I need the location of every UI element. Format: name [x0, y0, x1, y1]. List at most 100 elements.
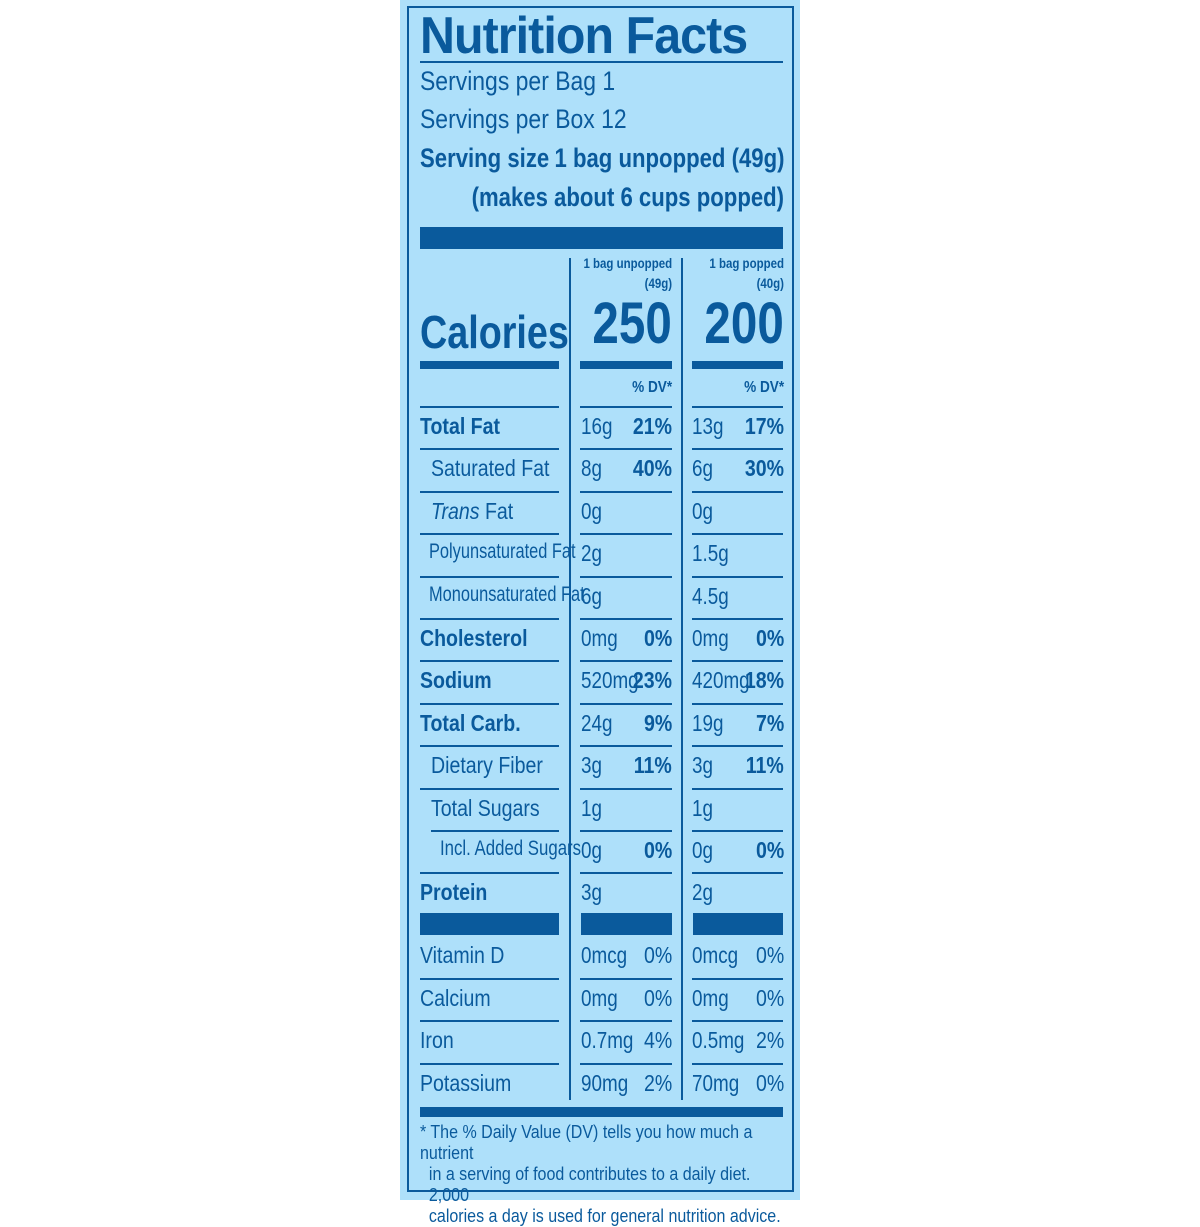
- column-divider-2: [681, 258, 683, 1100]
- nutrient-name: Total Carb.: [420, 710, 521, 736]
- dv-popped: 0%: [755, 625, 784, 651]
- amount-unpopped: 3g: [581, 752, 602, 778]
- row-divider-popped: [692, 1020, 783, 1022]
- row-divider-label: [420, 660, 559, 662]
- dv-popped: 17%: [744, 413, 784, 439]
- amount-unpopped: 0mg: [581, 985, 618, 1011]
- nutrient-name: Sodium: [420, 667, 492, 693]
- row-divider-label: [420, 491, 559, 493]
- row-divider-popped: [692, 703, 783, 705]
- thick-bar-bottom: [420, 1107, 783, 1117]
- dv-unpopped: 21%: [632, 413, 672, 439]
- dv-unpopped: 2%: [643, 1070, 672, 1096]
- nutrient-name: Monounsaturated Fat: [429, 583, 585, 606]
- amount-unpopped: 90mg: [581, 1070, 629, 1096]
- nutrient-name: Saturated Fat: [431, 455, 550, 481]
- row-divider-label: [420, 745, 559, 747]
- amount-unpopped: 0g: [581, 837, 602, 863]
- row-divider-popped: [692, 533, 783, 535]
- dv-header-popped: % DV*: [743, 379, 784, 396]
- dv-unpopped: 9%: [643, 710, 672, 736]
- servings-per-bag: Servings per Bag 1: [420, 66, 616, 96]
- amount-unpopped: 0mcg: [581, 942, 628, 968]
- row-divider-unpopped: [580, 448, 672, 450]
- row-divider-popped: [692, 1063, 783, 1065]
- row-divider-unpopped: [580, 576, 672, 578]
- nutrient-name: Trans Fat: [431, 498, 514, 524]
- calories-label: Calories: [420, 306, 569, 358]
- servings-per-box: Servings per Box 12: [420, 104, 627, 134]
- dv-unpopped: 0%: [643, 625, 672, 651]
- serving-size-value: 1 bag unpopped (49g): [553, 143, 784, 173]
- nutrient-name: Dietary Fiber: [431, 752, 543, 778]
- dv-unpopped: 0%: [643, 837, 672, 863]
- calories-bar-unpopped: [580, 361, 672, 369]
- row-divider-label: [420, 533, 559, 535]
- row-divider-label: [420, 872, 559, 874]
- row-divider-unpopped: [580, 1063, 672, 1065]
- amount-popped: 1.5g: [692, 540, 729, 566]
- column-divider-1: [569, 258, 571, 1100]
- dv-unpopped: 23%: [632, 667, 672, 693]
- nutrition-label-panel: [400, 0, 800, 1200]
- thick-bar-top: [420, 227, 783, 249]
- row-divider-label: [420, 978, 559, 980]
- amount-popped: 0mcg: [692, 942, 739, 968]
- col-header-unpopped: 1 bag unpopped (49g): [583, 255, 672, 291]
- dv-header-unpopped: % DV*: [631, 379, 672, 396]
- row-divider-unpopped: [580, 978, 672, 980]
- row-divider-popped: [692, 618, 783, 620]
- row-divider-unpopped: [580, 618, 672, 620]
- daily-value-footnote: * The % Daily Value (DV) tells you how m…: [420, 1122, 781, 1226]
- amount-popped: 70mg: [692, 1070, 740, 1096]
- amount-unpopped: 24g: [581, 710, 613, 736]
- dv-unpopped: 0%: [643, 942, 672, 968]
- calories-popped: 200: [704, 291, 784, 356]
- thick-bar-vitamins-unpopped: [581, 913, 672, 935]
- dv-popped: 0%: [755, 942, 784, 968]
- thick-bar-vitamins-label: [420, 913, 559, 935]
- amount-unpopped: 3g: [581, 879, 602, 905]
- nutrient-name: Total Fat: [420, 413, 501, 439]
- label-title: Nutrition Facts: [420, 7, 748, 65]
- nutrient-name: Cholesterol: [420, 625, 528, 651]
- amount-unpopped: 0.7mg: [581, 1027, 634, 1053]
- amount-popped: 420mg: [692, 667, 750, 693]
- row-divider-label: [431, 830, 559, 832]
- nutrient-name: Protein: [420, 879, 488, 905]
- row-divider-popped: [692, 830, 783, 832]
- row-divider-label: [420, 788, 559, 790]
- row-divider-label: [420, 448, 559, 450]
- amount-unpopped: 8g: [581, 455, 602, 481]
- dv-popped: 11%: [745, 752, 784, 778]
- serving-size-note: (makes about 6 cups popped): [471, 182, 784, 212]
- row-divider-label: [420, 406, 559, 408]
- row-divider-label: [420, 1020, 559, 1022]
- dv-popped: 2%: [755, 1027, 784, 1053]
- amount-unpopped: 6g: [581, 583, 602, 609]
- dv-unpopped: 4%: [643, 1027, 672, 1053]
- amount-popped: 0g: [692, 837, 713, 863]
- row-divider-popped: [692, 660, 783, 662]
- row-divider-label: [420, 1063, 559, 1065]
- amount-popped: 13g: [692, 413, 724, 439]
- vitamin-name: Iron: [420, 1027, 454, 1053]
- amount-unpopped: 2g: [581, 540, 602, 566]
- row-divider-popped: [692, 406, 783, 408]
- row-divider-label: [420, 703, 559, 705]
- row-divider-popped: [692, 448, 783, 450]
- amount-popped: 1g: [692, 795, 713, 821]
- vitamin-name: Calcium: [420, 985, 491, 1011]
- amount-unpopped: 520mg: [581, 667, 639, 693]
- amount-unpopped: 16g: [581, 413, 613, 439]
- amount-popped: 6g: [692, 455, 713, 481]
- amount-popped: 4.5g: [692, 583, 729, 609]
- row-divider-popped: [692, 978, 783, 980]
- row-divider-unpopped: [580, 830, 672, 832]
- row-divider-popped: [692, 788, 783, 790]
- calories-bar-label: [420, 361, 559, 369]
- row-divider-unpopped: [580, 872, 672, 874]
- dv-unpopped: 40%: [632, 455, 672, 481]
- amount-popped: 2g: [692, 879, 713, 905]
- calories-unpopped: 250: [592, 291, 672, 356]
